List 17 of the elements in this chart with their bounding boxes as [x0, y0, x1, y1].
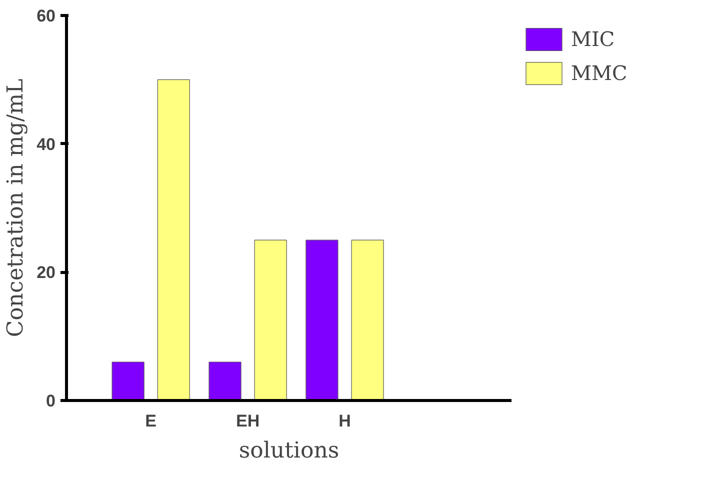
y-tick-label: 40 — [36, 134, 56, 154]
legend-label: MIC — [571, 27, 615, 51]
y-tick-label: 20 — [36, 263, 56, 282]
x-tick-label: E — [145, 412, 157, 430]
bar — [208, 362, 242, 400]
bar — [112, 362, 144, 400]
bar — [351, 240, 384, 400]
bar — [157, 79, 190, 400]
y-tick-label: 60 — [36, 6, 56, 26]
y-axis-title: Concetration in mg/mL — [4, 78, 29, 338]
x-tick-label: H — [338, 412, 351, 430]
bar — [306, 240, 338, 400]
bar — [254, 240, 287, 400]
y-tick-label: 0 — [46, 392, 56, 410]
x-axis-title: solutions — [238, 438, 340, 464]
x-tick-label: EH — [236, 412, 260, 430]
legend-label: MMC — [571, 61, 628, 85]
